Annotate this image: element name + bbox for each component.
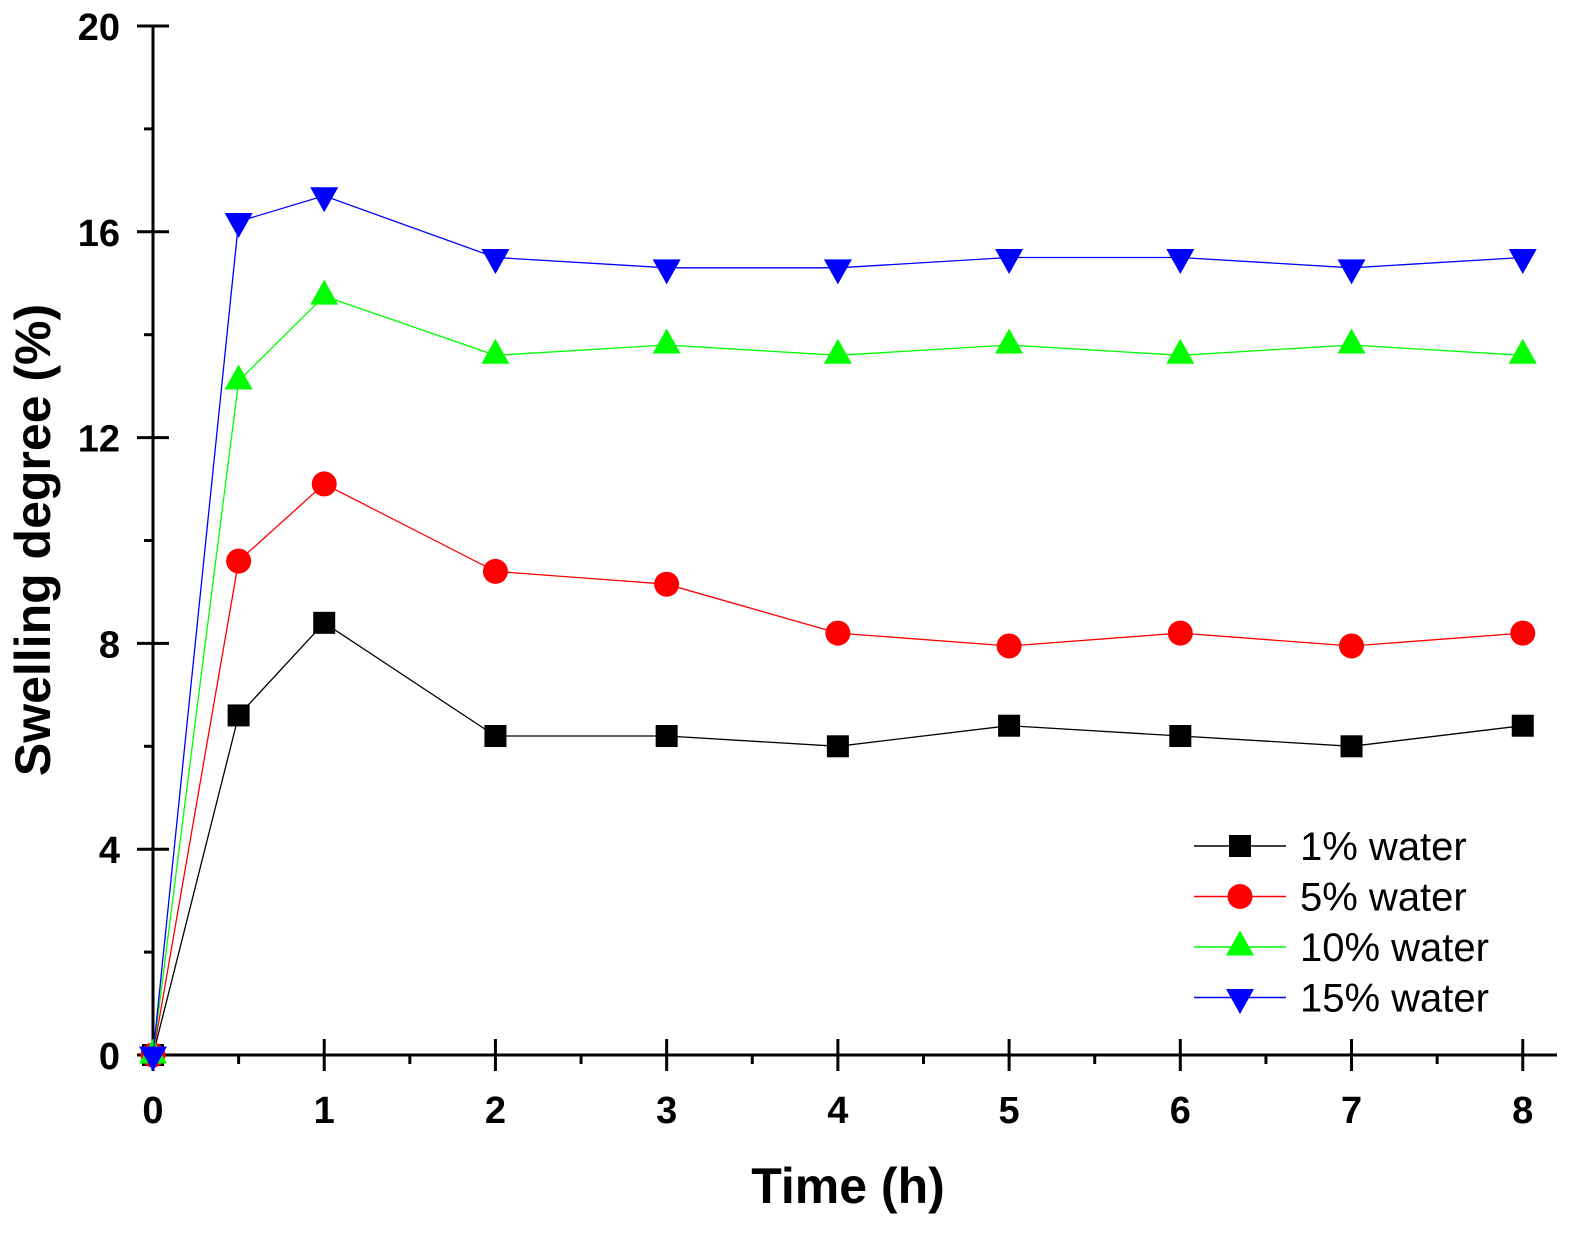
data-point-1pct-water (1340, 735, 1363, 758)
legend-entry-5pct-water: 5% water (1194, 876, 1467, 920)
x-axis-title: Time (h) (751, 1158, 945, 1214)
data-point-5pct-water (996, 633, 1022, 659)
data-point-15pct-water (139, 1046, 167, 1072)
legend-marker (1229, 835, 1251, 857)
series-5pct-water (140, 471, 1536, 1068)
data-point-15pct-water (823, 259, 852, 285)
data-point-5pct-water (482, 558, 508, 584)
data-point-10pct-water (224, 364, 253, 390)
data-point-10pct-water (1508, 338, 1537, 364)
data-point-1pct-water (484, 725, 507, 748)
data-point-15pct-water (652, 259, 681, 285)
legend-marker (1226, 930, 1254, 956)
data-point-1pct-water (826, 735, 849, 758)
legend-entry-10pct-water: 10% water (1194, 926, 1489, 970)
x-tick-label: 6 (1170, 1090, 1191, 1132)
series-line-5pct-water (152, 483, 1523, 1056)
legend-label: 10% water (1300, 926, 1489, 970)
data-point-10pct-water (310, 279, 339, 305)
x-tick-label: 7 (1341, 1090, 1362, 1132)
data-point-5pct-water (1510, 620, 1536, 646)
legend-label: 15% water (1300, 977, 1489, 1021)
y-tick-label: 12 (78, 419, 120, 461)
legend: 1% water 5% water 10% water 15% water (1194, 825, 1489, 1021)
data-point-15pct-water (310, 187, 339, 213)
data-point-10pct-water (481, 338, 510, 364)
data-point-15pct-water (1166, 249, 1195, 275)
data-point-1pct-water (227, 704, 250, 727)
data-point-1pct-water (655, 725, 678, 748)
x-tick-label: 4 (827, 1090, 848, 1132)
legend-entry-1pct-water: 1% water (1194, 825, 1467, 869)
x-tick-label: 2 (485, 1090, 506, 1132)
data-point-5pct-water (825, 620, 851, 646)
y-tick-label: 4 (99, 830, 120, 872)
data-point-10pct-water (652, 328, 681, 354)
y-axis-title: Swelling degree (%) (5, 304, 61, 776)
data-point-5pct-water (1339, 633, 1365, 659)
y-tick-label: 20 (78, 7, 120, 49)
legend-marker (1227, 884, 1253, 909)
data-point-15pct-water (224, 213, 253, 239)
data-point-15pct-water (1337, 259, 1366, 285)
data-point-10pct-water (823, 338, 852, 364)
legend-entry-15pct-water: 15% water (1194, 977, 1489, 1021)
data-point-5pct-water (654, 571, 680, 597)
series-line-15pct-water (152, 195, 1523, 1056)
data-point-5pct-water (226, 548, 252, 574)
data-point-1pct-water (998, 714, 1021, 737)
data-point-10pct-water (1337, 328, 1366, 354)
y-tick-label: 16 (78, 213, 120, 255)
x-tick-label: 5 (999, 1090, 1020, 1132)
y-tick-label: 8 (99, 624, 120, 666)
data-point-15pct-water (481, 249, 510, 275)
data-point-1pct-water (313, 611, 336, 634)
data-point-1pct-water (1169, 725, 1192, 748)
series-15pct-water (139, 187, 1537, 1072)
x-tick-label: 3 (656, 1090, 677, 1132)
legend-marker (1226, 989, 1254, 1014)
legend-label: 5% water (1300, 876, 1467, 920)
series-line-1pct-water (152, 621, 1523, 1056)
data-point-5pct-water (1167, 620, 1193, 646)
data-point-10pct-water (1166, 338, 1195, 364)
legend-label: 1% water (1300, 825, 1467, 869)
data-point-10pct-water (995, 328, 1024, 354)
data-point-5pct-water (311, 471, 337, 497)
series-layer (139, 187, 1537, 1072)
series-line-10pct-water (152, 295, 1523, 1056)
x-tick-label: 1 (314, 1090, 335, 1132)
data-point-1pct-water (1511, 714, 1534, 737)
data-point-15pct-water (995, 249, 1024, 275)
x-tick-label: 8 (1512, 1090, 1533, 1132)
x-tick-label: 0 (142, 1090, 163, 1132)
y-tick-label: 0 (99, 1036, 120, 1078)
data-point-15pct-water (1508, 249, 1537, 275)
